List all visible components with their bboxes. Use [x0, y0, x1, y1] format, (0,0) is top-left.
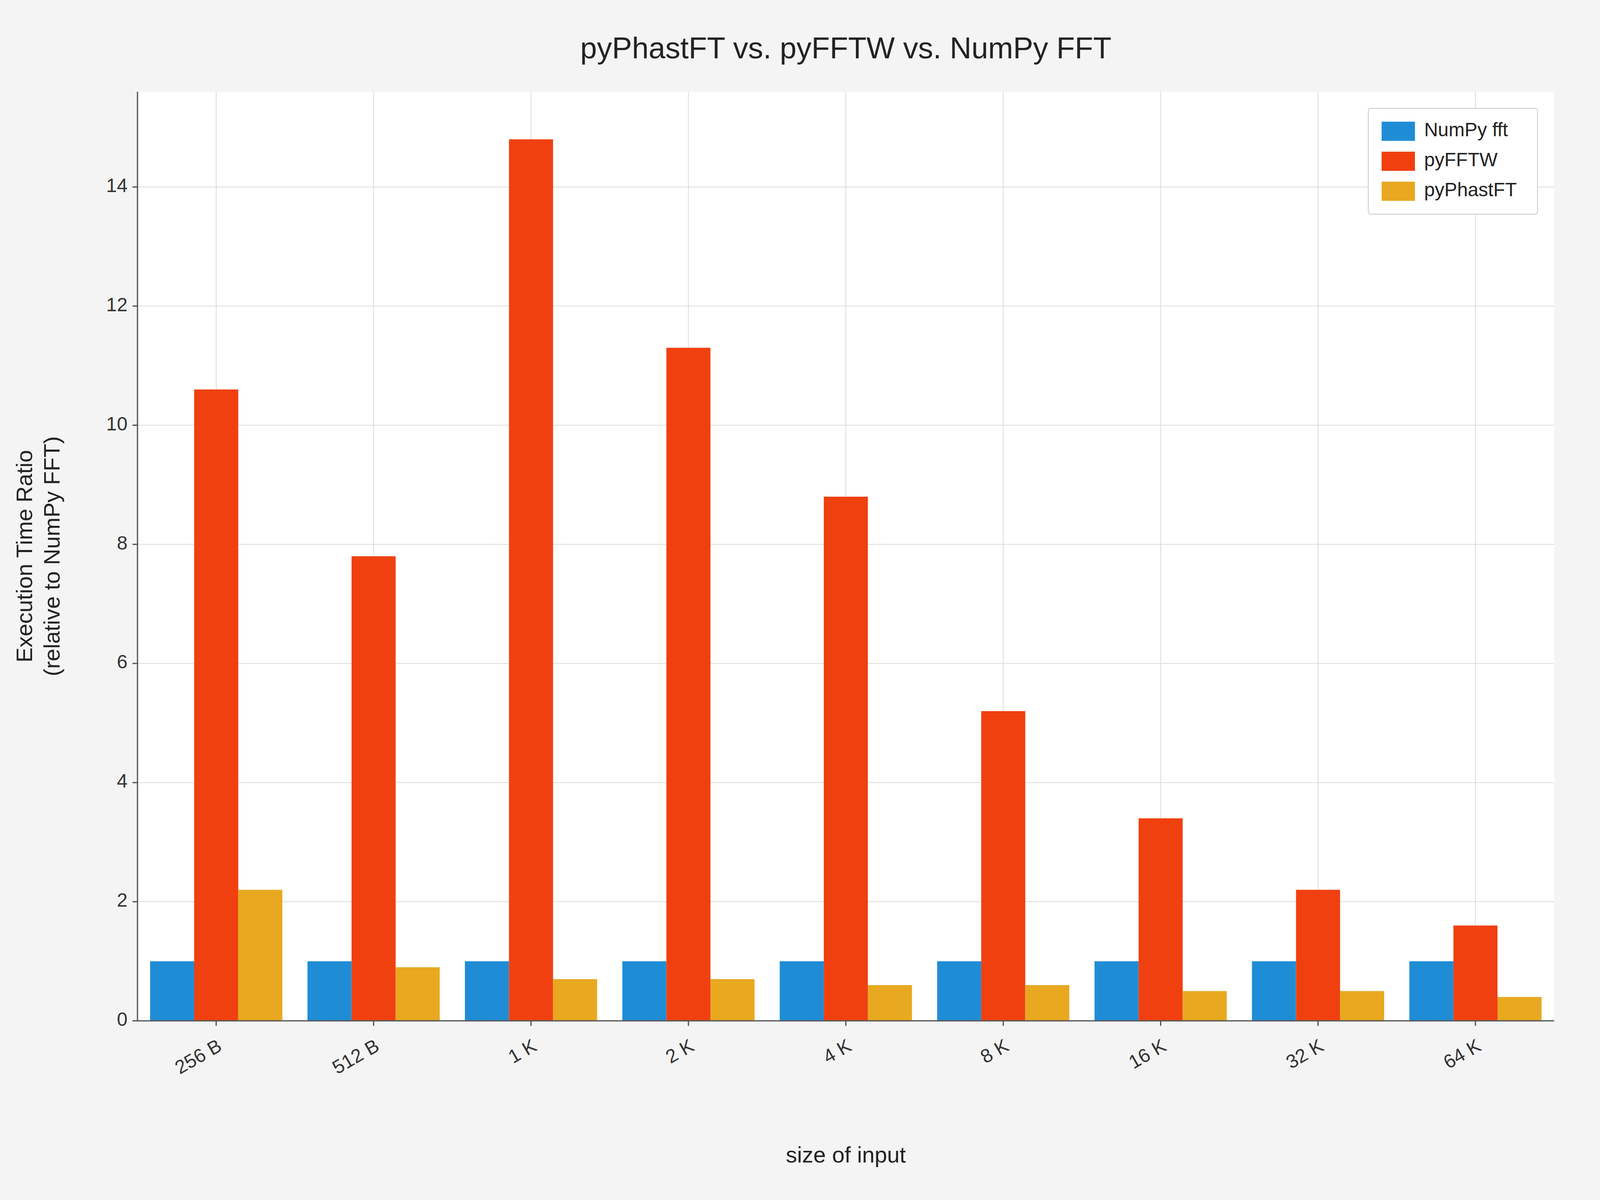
- x-tick-label: 8 K: [976, 1034, 1013, 1068]
- bar: [509, 139, 554, 1021]
- x-tick-label: 1 K: [504, 1034, 540, 1068]
- bar: [937, 961, 982, 1021]
- bar: [1094, 961, 1139, 1021]
- x-tick-mark: [1475, 1020, 1477, 1026]
- bar: [1340, 991, 1385, 1021]
- bar: [238, 890, 283, 1021]
- bar: [622, 961, 667, 1021]
- bar: [1182, 991, 1227, 1021]
- bar: [710, 979, 755, 1021]
- x-axis-label: size of input: [785, 1142, 906, 1168]
- x-tick-label: 32 K: [1282, 1034, 1328, 1074]
- bar: [1295, 890, 1340, 1021]
- y-tick-mark: [132, 424, 138, 426]
- x-ticks: 256 B 512 B 1 K 2 K 4 K 8 K 16 K 32 K 64 K: [171, 1020, 1485, 1079]
- bar: [1025, 985, 1070, 1021]
- y-tick-label: 4: [116, 770, 128, 792]
- x-tick-mark: [1160, 1020, 1162, 1026]
- bar: [150, 961, 195, 1021]
- y-tick-label: 14: [106, 174, 128, 197]
- bar: [351, 556, 396, 1021]
- bar: [1453, 925, 1498, 1021]
- y-axis-label-line: (relative to NumPy FFT): [39, 436, 65, 677]
- x-tick-mark: [1002, 1020, 1004, 1026]
- y-tick-label: 2: [116, 889, 128, 911]
- plot-area: [137, 91, 1555, 1021]
- legend-label: pyFFTW: [1424, 148, 1498, 171]
- y-axis-label: Execution Time Ratio(relative to NumPy F…: [11, 436, 65, 677]
- x-tick-label: 64 K: [1439, 1034, 1485, 1074]
- bar: [307, 961, 352, 1021]
- bar: [465, 961, 510, 1021]
- bars: [150, 139, 1542, 1021]
- y-tick-label: 0: [116, 1008, 128, 1030]
- x-tick-mark: [372, 1020, 375, 1026]
- x-tick-label: 256 B: [171, 1034, 226, 1079]
- y-axis-line: [137, 91, 139, 1021]
- x-tick-label: 512 B: [328, 1034, 383, 1079]
- y-tick-label: 6: [116, 650, 128, 673]
- x-tick-mark: [530, 1020, 532, 1026]
- y-axis-label-line: Execution Time Ratio: [11, 450, 37, 663]
- bar: [779, 961, 824, 1021]
- bar: [823, 496, 868, 1021]
- x-tick-mark: [687, 1020, 690, 1026]
- x-tick-label: 2 K: [661, 1034, 698, 1068]
- legend-label: pyPhastFT: [1424, 178, 1517, 201]
- bar: [194, 389, 239, 1021]
- y-tick-mark: [132, 1020, 138, 1022]
- y-tick-mark: [132, 901, 138, 903]
- y-tick-mark: [132, 305, 138, 307]
- y-tick-mark: [132, 662, 138, 665]
- y-ticks: 0 2 4 6 8 10 12 14: [106, 174, 138, 1030]
- x-tick-mark: [845, 1020, 847, 1026]
- legend: NumPy fft pyFFTW pyPhastFT: [1368, 108, 1538, 215]
- title: pyPhastFT vs. pyFFTW vs. NumPy FFT: [580, 31, 1112, 65]
- legend-swatch: [1381, 151, 1415, 171]
- chart: 0 2 4 6 8 10 12 14 256 B 512 B 1 K 2 K 4 K 8 K 16 K 32 …: [0, 0, 1600, 1200]
- y-tick-label: 12: [106, 293, 128, 316]
- x-tick-label: 4 K: [819, 1034, 855, 1068]
- y-tick-mark: [132, 186, 138, 188]
- background: [0, 0, 1600, 1200]
- bar: [552, 979, 598, 1021]
- bar: [1409, 961, 1454, 1021]
- y-tick-label: 10: [106, 412, 128, 435]
- y-tick-label: 8: [116, 532, 128, 554]
- x-tick-mark: [1317, 1020, 1319, 1026]
- bar: [1252, 961, 1297, 1021]
- x-tick-label: 16 K: [1124, 1034, 1170, 1074]
- legend-swatch: [1381, 121, 1415, 141]
- bar: [666, 347, 711, 1021]
- bar: [395, 967, 440, 1021]
- bar: [867, 985, 913, 1021]
- x-tick-mark: [215, 1020, 217, 1026]
- x-grid-line: [1475, 91, 1476, 1021]
- bar: [981, 711, 1026, 1021]
- grid: [137, 91, 1555, 1021]
- y-tick-mark: [132, 782, 138, 784]
- legend-swatch: [1381, 181, 1415, 201]
- page: {"chart_data": { "type": "bar", "title":…: [0, 0, 1600, 1200]
- x-grid-line: [1317, 91, 1319, 1021]
- y-tick-mark: [132, 543, 138, 545]
- bar: [1497, 997, 1542, 1021]
- bar: [1138, 818, 1183, 1021]
- legend-label: NumPy fft: [1424, 118, 1508, 141]
- legend-box: [1368, 108, 1538, 215]
